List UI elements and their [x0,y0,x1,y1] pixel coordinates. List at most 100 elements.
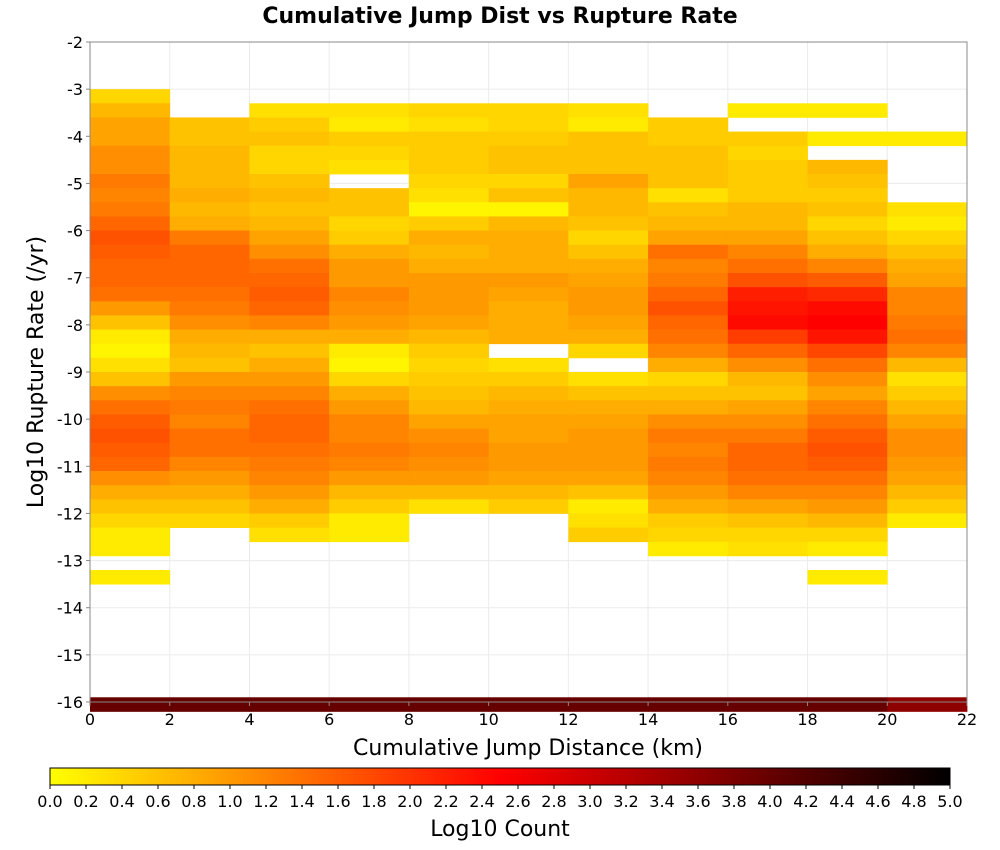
heatmap-cell [249,357,330,373]
heatmap-cell [727,471,808,486]
heatmap-cell [568,485,649,500]
heatmap-cell [568,159,649,175]
colorbar-tick-label: 2.6 [505,792,530,811]
colorbar-tick-label: 0.6 [145,792,170,811]
heatmap-cell [727,428,808,444]
heatmap-cell [648,386,729,401]
heatmap-cell [648,471,729,486]
heatmap-cell [249,174,330,189]
heatmap-cell [488,117,569,132]
heatmap-cell [408,202,490,217]
heatmap-cell [90,117,171,132]
colorbar-tick-label: 0.4 [109,792,134,811]
heatmap-cell [648,400,729,415]
heatmap-cell [727,442,808,458]
heatmap-cell [488,230,569,246]
heatmap-cell [727,230,808,246]
heatmap-cell [408,442,490,458]
heatmap-cell [648,456,729,472]
heatmap-cell [408,343,490,359]
heatmap-cell [249,428,330,444]
heatmap-cell [90,400,171,415]
heatmap-cell [90,287,171,302]
heatmap-cell [329,414,410,429]
heatmap-cell [727,541,808,557]
heatmap-cell [408,273,490,288]
heatmap-cell [488,103,569,118]
heatmap-cell [807,697,888,712]
heatmap-cell [408,188,490,203]
heatmap-cell [488,216,569,231]
y-tick-label: -6 [67,222,83,241]
heatmap-cell [568,315,649,330]
heatmap-cell [329,442,410,458]
heatmap-cell [807,386,888,401]
heatmap-cell [648,244,729,260]
y-tick-label: -9 [67,363,83,382]
heatmap-cell [488,131,569,147]
heatmap-cell [887,372,968,387]
colorbar-label: Log10 Count [430,817,570,842]
heatmap-cell [90,471,171,486]
heatmap-cell [249,103,330,118]
heatmap-cell [249,697,330,712]
heatmap-cell [568,202,649,217]
x-tick-label: 16 [718,710,738,729]
heatmap-cell [90,301,171,316]
heatmap-cell [727,527,808,543]
heatmap-cell [648,131,729,147]
heatmap-cell [408,414,490,429]
heatmap-cell [329,428,410,444]
heatmap-cell [488,159,569,175]
heatmap-cell [568,456,649,472]
colorbar-tick-label: 2.2 [433,792,458,811]
heatmap-cell [329,216,410,231]
heatmap-cell [90,456,171,472]
colorbar-tick-label: 3.2 [613,792,638,811]
y-tick-label: -3 [67,80,83,99]
heatmap-cell [807,527,888,543]
heatmap-cell [329,343,410,359]
y-tick-label: -14 [57,599,83,618]
heatmap-cell [727,456,808,472]
heatmap-cell [727,343,808,359]
y-axis-ticks: -2 -3 -4 -5 -6 -7 -8 -9 -10 -11 -12 -13 -14 -15 -16 [57,33,90,712]
heatmap-cell [90,230,171,246]
heatmap-cell [807,301,888,316]
heatmap-cell [169,343,250,359]
heatmap-cell [329,471,410,486]
y-tick-label: -7 [67,269,83,288]
heatmap-cell [807,103,888,118]
heatmap-cell [648,216,729,231]
y-tick-label: -10 [57,410,83,429]
heatmap-cell [887,697,968,712]
heatmap-cell [249,273,330,288]
heatmap-cell [249,202,330,217]
heatmap-cell [169,329,250,345]
heatmap-cell [807,329,888,345]
heatmap-cell [568,372,649,387]
x-tick-label: 20 [877,710,897,729]
heatmap-cell [329,131,410,147]
heatmap-cells [90,89,968,712]
colorbar-tick-label: 1.8 [361,792,386,811]
heatmap-cell [488,471,569,486]
heatmap-cell [408,499,490,514]
heatmap-cell [249,131,330,147]
heatmap-cell [329,188,410,203]
heatmap-cell [90,159,171,175]
heatmap-cell [249,216,330,231]
x-tick-label: 12 [558,710,578,729]
heatmap-cell [648,202,729,217]
heatmap-cell [408,471,490,486]
heatmap-cell [488,258,569,274]
colorbar-tick-label: 4.2 [793,792,818,811]
heatmap-cell [408,159,490,175]
heatmap-cell [887,131,968,147]
heatmap-cell [329,103,410,118]
heatmap-cell [568,230,649,246]
heatmap-cell [887,343,968,359]
colorbar-tick-label: 0.8 [181,792,206,811]
heatmap-cell [249,315,330,330]
heatmap-cell [488,357,569,373]
